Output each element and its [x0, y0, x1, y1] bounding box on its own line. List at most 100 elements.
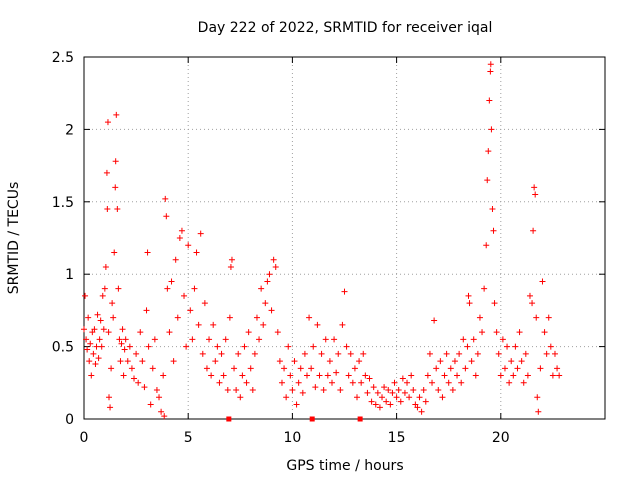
chart-title: Day 222 of 2022, SRMTID for receiver iqa… — [198, 20, 493, 36]
data-point — [443, 350, 450, 357]
data-point — [289, 387, 296, 394]
data-point — [227, 263, 234, 270]
data-point — [410, 387, 417, 394]
data-point — [488, 126, 495, 133]
data-point — [481, 285, 488, 292]
data-point — [147, 401, 154, 408]
data-point — [518, 358, 525, 365]
data-point — [490, 227, 497, 234]
data-point — [285, 343, 292, 350]
data-point — [489, 206, 496, 213]
data-point — [237, 394, 244, 401]
data-point — [485, 148, 492, 155]
data-point — [554, 365, 561, 372]
y-tick-label: 0.5 — [52, 340, 74, 356]
data-point — [372, 401, 379, 408]
data-point — [96, 336, 103, 343]
data-point — [170, 358, 177, 365]
data-point — [389, 389, 396, 396]
data-point — [328, 379, 335, 386]
data-point — [529, 300, 536, 307]
data-point — [272, 263, 279, 270]
data-point — [495, 350, 502, 357]
data-point — [316, 372, 323, 379]
data-point — [312, 384, 319, 391]
data-point — [451, 358, 458, 365]
data-point — [499, 336, 506, 343]
data-point — [526, 292, 533, 299]
data-point — [270, 256, 277, 263]
data-point — [420, 387, 427, 394]
data-point — [435, 387, 442, 394]
data-point — [408, 372, 415, 379]
data-point — [83, 336, 90, 343]
data-point — [516, 329, 523, 336]
data-point — [501, 365, 508, 372]
data-point — [441, 372, 448, 379]
data-point — [397, 398, 404, 405]
y-tick-label: 2.5 — [52, 50, 74, 66]
x-tick-label: 10 — [283, 430, 301, 446]
data-point — [151, 336, 158, 343]
data-point — [102, 263, 109, 270]
data-point — [458, 379, 465, 386]
data-point — [456, 350, 463, 357]
data-point — [395, 387, 402, 394]
data-point — [112, 184, 119, 191]
data-point — [99, 292, 106, 299]
data-point — [479, 329, 486, 336]
data-point — [222, 336, 229, 343]
data-point — [520, 379, 527, 386]
data-point — [118, 340, 125, 347]
data-point — [543, 350, 550, 357]
data-point — [510, 372, 517, 379]
data-point — [81, 326, 87, 333]
data-point — [91, 326, 98, 333]
data-point — [128, 365, 135, 372]
data-point — [185, 242, 192, 249]
data-point — [399, 375, 406, 382]
data-point — [162, 195, 169, 202]
data-point — [308, 365, 315, 372]
data-point — [253, 314, 260, 321]
data-point — [251, 350, 258, 357]
data-point — [135, 379, 142, 386]
data-point — [106, 394, 113, 401]
data-point — [245, 329, 252, 336]
data-point — [266, 271, 273, 278]
data-point — [116, 336, 123, 343]
data-point — [111, 249, 118, 256]
data-point — [104, 119, 111, 126]
data-point — [535, 408, 542, 415]
y-axis-label: SRMTID / TECUs — [6, 182, 22, 295]
data-point — [131, 375, 138, 382]
data-point — [107, 404, 114, 411]
baseline-marker — [357, 416, 363, 422]
data-point — [121, 346, 128, 353]
data-point — [117, 358, 124, 365]
data-point — [168, 278, 175, 285]
data-point — [86, 358, 93, 365]
data-point — [464, 343, 471, 350]
data-point — [368, 398, 375, 405]
data-point — [203, 365, 210, 372]
data-point — [547, 343, 554, 350]
data-point — [158, 408, 165, 415]
data-point — [191, 285, 198, 292]
data-point — [256, 336, 263, 343]
data-point — [166, 329, 173, 336]
data-point — [366, 375, 373, 382]
data-point — [466, 300, 473, 307]
y-tick-label: 1.5 — [52, 195, 74, 211]
data-point — [349, 379, 356, 386]
data-point — [92, 360, 99, 367]
data-point — [82, 292, 89, 299]
data-point — [422, 398, 429, 405]
data-point — [337, 387, 344, 394]
data-point — [339, 321, 346, 328]
data-point — [401, 389, 408, 396]
y-tick-label: 2 — [65, 122, 74, 138]
data-point — [534, 394, 541, 401]
plot-frame — [83, 56, 606, 420]
